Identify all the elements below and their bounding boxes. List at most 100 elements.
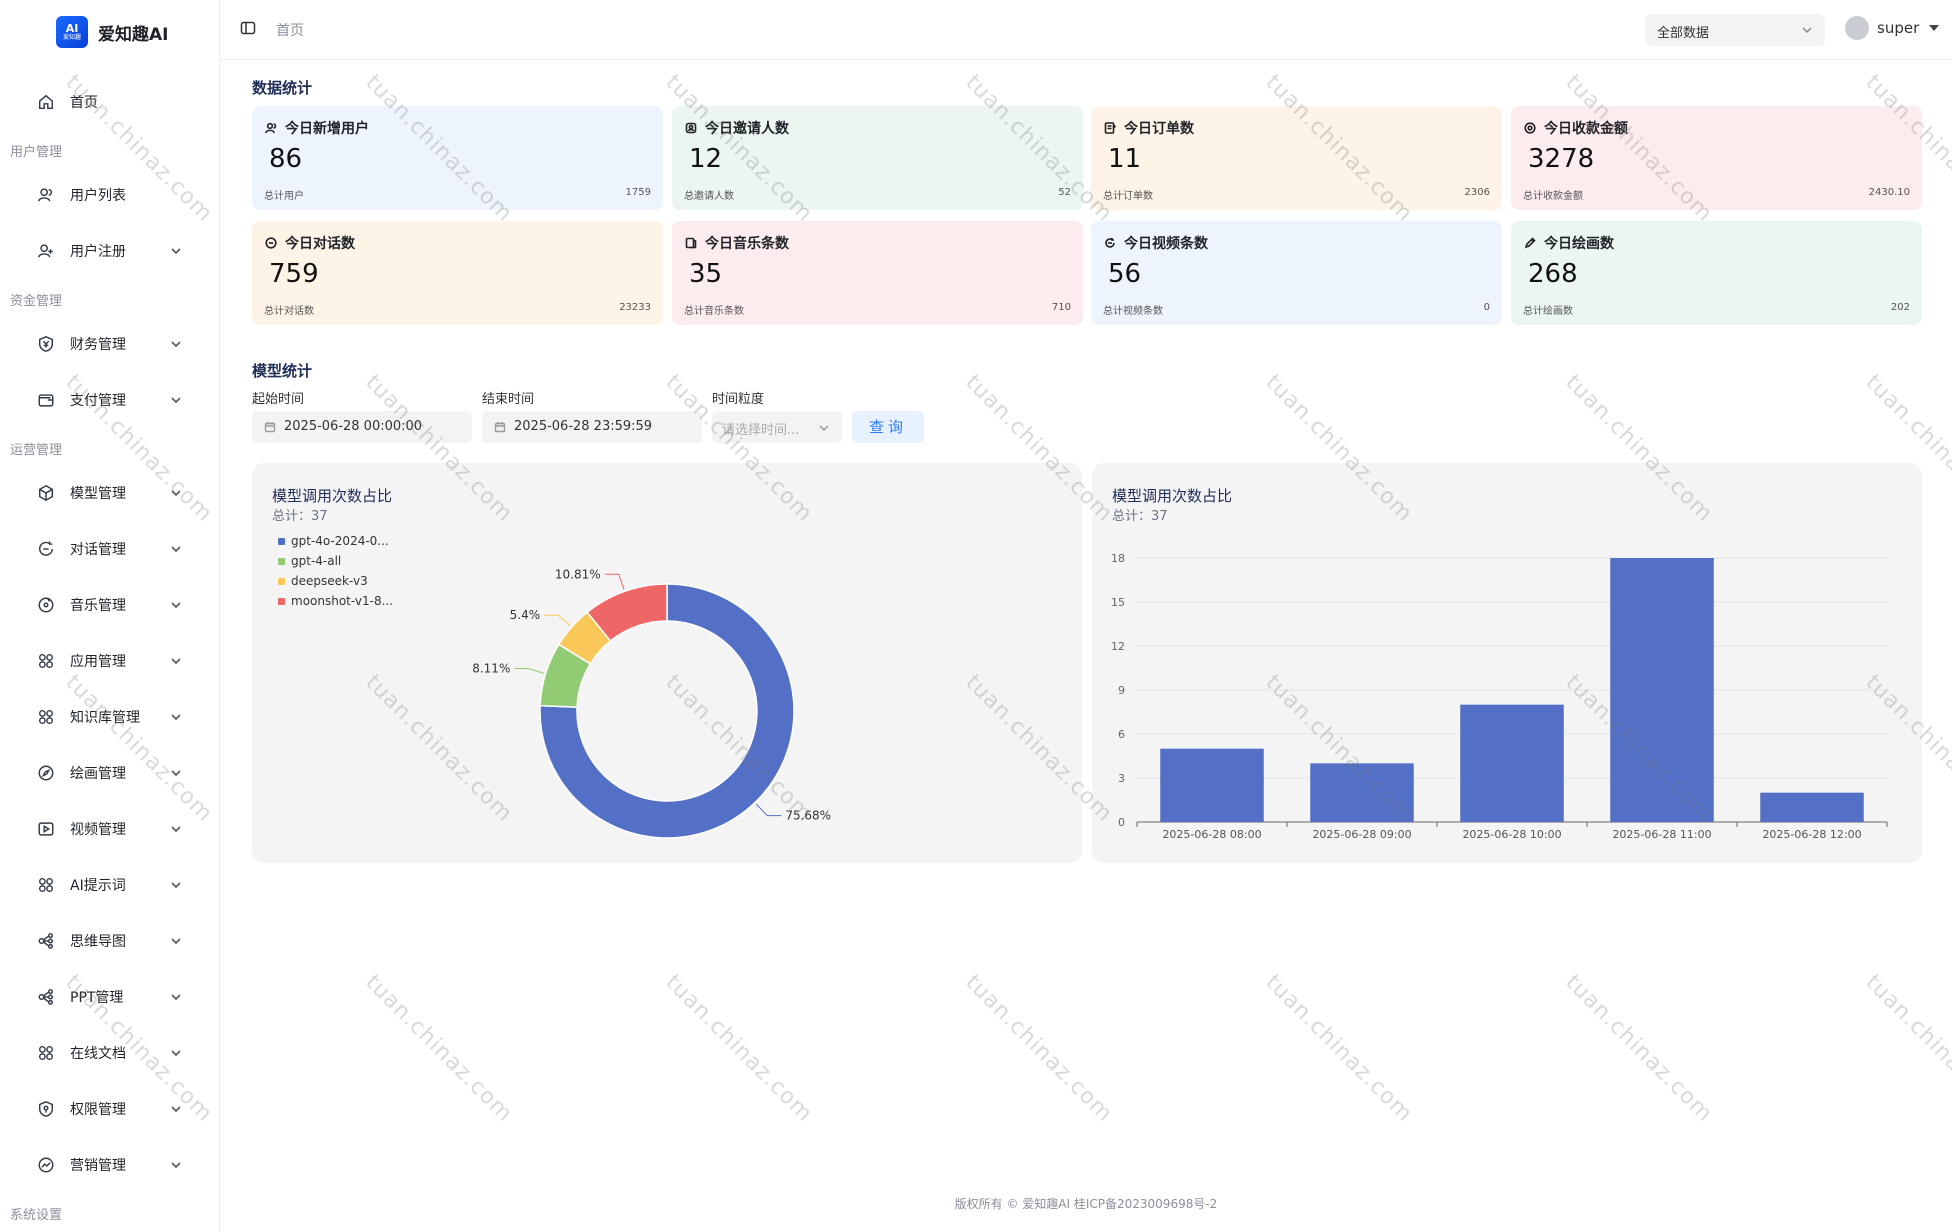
chevron-down-icon xyxy=(170,245,182,257)
sidebar-item-payment[interactable]: 支付管理 xyxy=(0,372,219,428)
pie-percent-label: 10.81% xyxy=(555,567,601,581)
stat-card-invites: 今日邀请人数 12 总邀请人数 52 xyxy=(672,106,1083,210)
stat-label: 今日收款金额 xyxy=(1544,121,1628,137)
sidebar-item-docs[interactable]: 在线文档 xyxy=(0,1025,219,1081)
compass-icon xyxy=(36,763,56,783)
sidebar-item-label: 营销管理 xyxy=(70,1158,126,1174)
watermark-text: tuan.chinaz.com xyxy=(660,970,818,1128)
model-stats-title: 模型统计 xyxy=(252,362,313,380)
sidebar-item-ppt[interactable]: PPT管理 xyxy=(0,969,219,1025)
watermark-text: tuan.chinaz.com xyxy=(1260,970,1418,1128)
chat-icon xyxy=(265,237,277,249)
sidebar-item-drawing[interactable]: 绘画管理 xyxy=(0,745,219,801)
stat-label: 今日音乐条数 xyxy=(705,236,789,252)
pie-percent-label: 5.4% xyxy=(510,608,541,622)
stat-card-revenue: 今日收款金额 3278 总计收款金额 2430.10 xyxy=(1511,106,1922,210)
money-icon xyxy=(1524,122,1536,134)
start-time-input[interactable]: 2025-06-28 00:00:00 xyxy=(252,411,472,443)
chevron-down-icon xyxy=(170,823,182,835)
legend-item[interactable]: gpt-4o-2024-0... xyxy=(278,531,393,551)
pie-label-line xyxy=(544,614,571,627)
sidebar-item-model[interactable]: 模型管理 xyxy=(0,465,219,521)
stat-sub-label: 总计音乐条数 xyxy=(684,306,744,317)
user-menu[interactable]: super xyxy=(1845,16,1940,40)
sidebar-item-label: 音乐管理 xyxy=(70,598,126,614)
granularity-select[interactable]: 请选择时间... xyxy=(712,411,842,443)
apps-grid-icon xyxy=(36,707,56,727)
topbar: 首页 全部数据 super xyxy=(220,0,1952,60)
sidebar-item-permissions[interactable]: 权限管理 xyxy=(0,1081,219,1137)
legend-item[interactable]: deepseek-v3 xyxy=(278,571,393,591)
legend-swatch xyxy=(278,577,285,585)
sidebar-item-knowledge[interactable]: 知识库管理 xyxy=(0,689,219,745)
sidebar-item-label: 对话管理 xyxy=(70,542,126,558)
legend-item[interactable]: gpt-4-all xyxy=(278,551,393,571)
video-icon xyxy=(1105,238,1115,248)
sidebar-item-label: PPT管理 xyxy=(70,990,124,1006)
sidebar-item-mindmap[interactable]: 思维导图 xyxy=(0,913,219,969)
username: super xyxy=(1877,19,1920,37)
sidebar-item-music[interactable]: 音乐管理 xyxy=(0,577,219,633)
sidebar-toggle-icon[interactable] xyxy=(240,20,256,36)
chevron-down-icon xyxy=(170,711,182,723)
legend-label: gpt-4-all xyxy=(291,554,342,568)
sidebar-item-apps[interactable]: 应用管理 xyxy=(0,633,219,689)
stat-sub-label: 总计绘画数 xyxy=(1523,306,1573,317)
music-disc-icon xyxy=(36,595,56,615)
stat-value: 759 xyxy=(269,259,319,289)
invite-icon xyxy=(685,122,697,134)
app-logo[interactable]: AI 爱知趣 爱知趣AI xyxy=(56,16,168,48)
footer-copyright: 版权所有 © 爱知趣AI 桂ICP备2023009698号-2 xyxy=(954,1197,1218,1211)
stat-card-paintings: 今日绘画数 268 总计绘画数 202 xyxy=(1511,221,1922,325)
sidebar-item-label: 视频管理 xyxy=(70,822,126,838)
app-name: 爱知趣AI xyxy=(98,24,169,45)
legend-swatch xyxy=(278,537,285,545)
chevron-down-icon xyxy=(170,1047,182,1059)
sidebar-item-label: 绘画管理 xyxy=(70,766,126,782)
x-tick-label: 2025-06-28 09:00 xyxy=(1312,828,1411,841)
granularity-placeholder: 请选择时间... xyxy=(722,423,800,438)
bar xyxy=(1160,748,1264,822)
watermark-text: tuan.chinaz.com xyxy=(960,970,1118,1128)
watermark-text: tuan.chinaz.com xyxy=(1860,970,1952,1128)
sidebar-item-user-list[interactable]: 用户列表 xyxy=(0,167,219,223)
stat-value: 12 xyxy=(689,144,723,174)
chevron-down-icon xyxy=(170,599,182,611)
legend-label: deepseek-v3 xyxy=(291,574,368,588)
sidebar-item-video[interactable]: 视频管理 xyxy=(0,801,219,857)
breadcrumb[interactable]: 首页 xyxy=(276,23,304,39)
stat-label: 今日绘画数 xyxy=(1544,236,1614,252)
legend-label: moonshot-v1-8... xyxy=(291,594,394,608)
stat-label: 今日视频条数 xyxy=(1124,236,1208,252)
sidebar-item-prompts[interactable]: AI提示词 xyxy=(0,857,219,913)
sidebar-item-chat[interactable]: 对话管理 xyxy=(0,521,219,577)
data-scope-select[interactable]: 全部数据 xyxy=(1645,14,1825,46)
chart-subtitle: 总计：37 xyxy=(272,509,328,524)
end-time-input[interactable]: 2025-06-28 23:59:59 xyxy=(482,411,702,443)
stat-value: 35 xyxy=(689,259,723,289)
pie-label-line xyxy=(755,803,782,817)
sidebar-item-home[interactable]: 首页 xyxy=(0,74,219,130)
sidebar-item-label: 模型管理 xyxy=(70,486,126,502)
calendar-icon xyxy=(494,421,506,433)
sidebar-item-marketing[interactable]: 营销管理 xyxy=(0,1137,219,1193)
legend-item[interactable]: moonshot-v1-8... xyxy=(278,591,393,611)
sidebar-item-label: 在线文档 xyxy=(70,1046,126,1062)
chevron-down-icon xyxy=(1801,24,1813,36)
chevron-down-icon xyxy=(170,543,182,555)
sidebar-item-label: 财务管理 xyxy=(70,337,126,353)
y-tick-label: 3 xyxy=(1118,772,1125,785)
sidebar-item-finance[interactable]: 财务管理 xyxy=(0,316,219,372)
trend-icon xyxy=(36,1155,56,1175)
query-button[interactable]: 查询 xyxy=(852,411,924,443)
stat-value: 86 xyxy=(269,144,303,174)
stat-value: 268 xyxy=(1528,259,1578,289)
chevron-down-icon xyxy=(818,422,830,434)
sidebar-item-label: 权限管理 xyxy=(70,1102,126,1118)
x-tick-label: 2025-06-28 12:00 xyxy=(1762,828,1861,841)
y-tick-label: 18 xyxy=(1111,552,1125,565)
x-tick-label: 2025-06-28 10:00 xyxy=(1462,828,1561,841)
shield-icon xyxy=(36,1099,56,1119)
sidebar-item-user-register[interactable]: 用户注册 xyxy=(0,223,219,279)
y-tick-label: 0 xyxy=(1118,816,1125,829)
